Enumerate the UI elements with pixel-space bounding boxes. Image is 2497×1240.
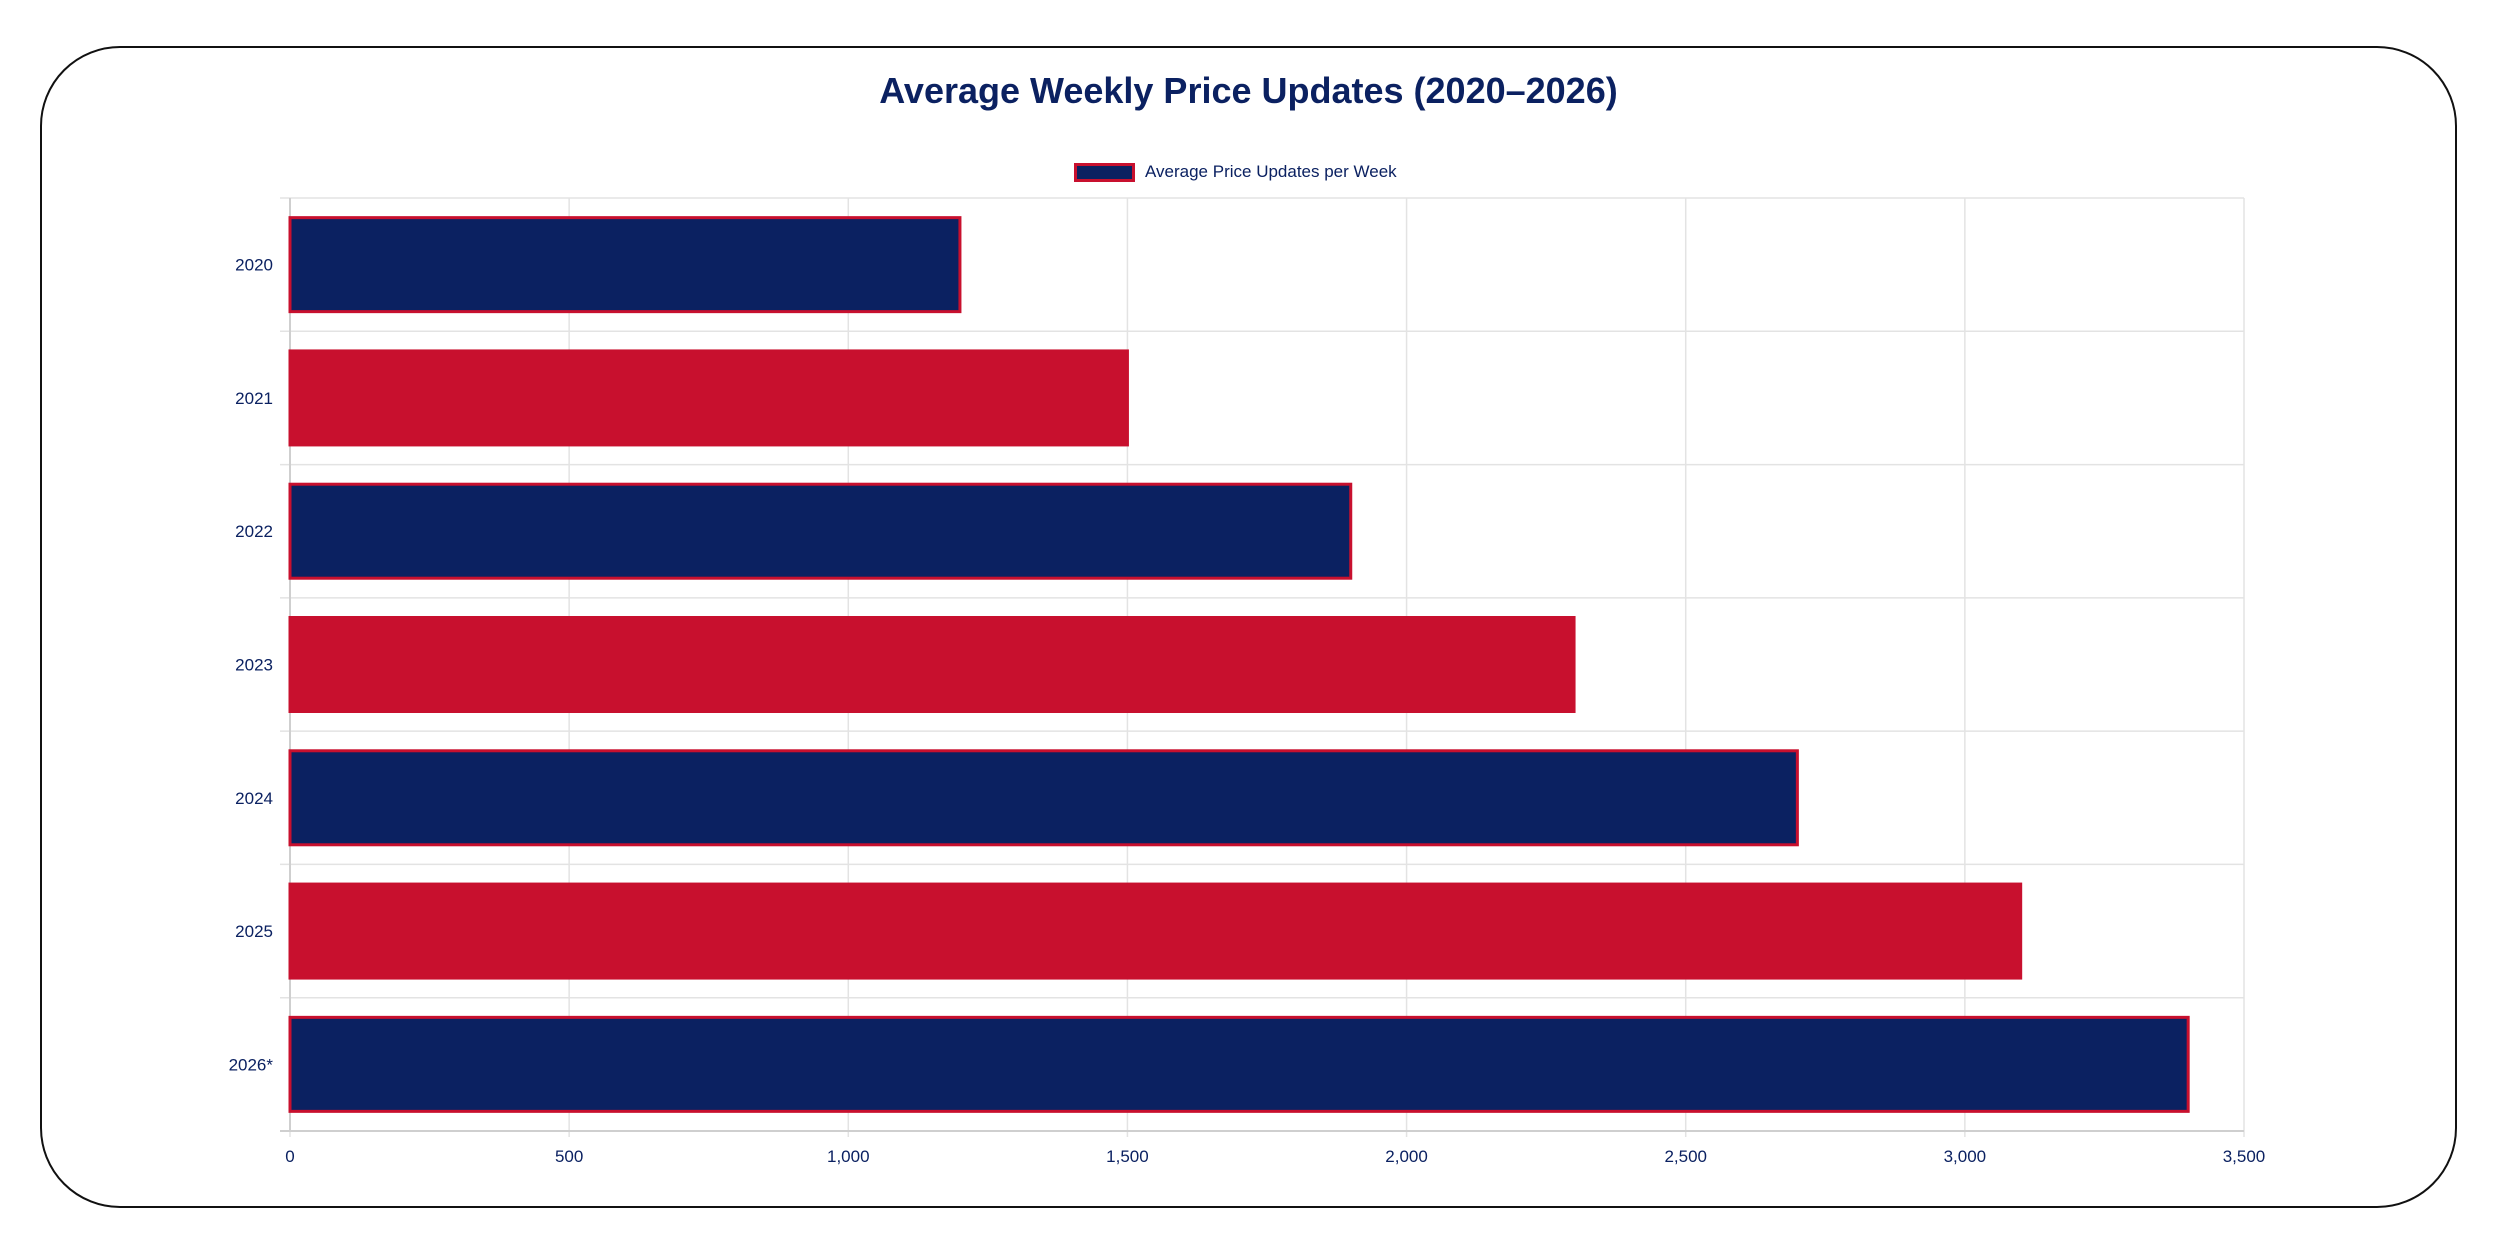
y-tick-label-2020: 2020 (235, 256, 273, 275)
x-tick-label-5: 2,500 (1664, 1147, 1707, 1166)
bar-2025 (288, 882, 2023, 980)
legend-swatch (1074, 162, 1135, 182)
bar-2024 (288, 749, 1799, 847)
bar-2023 (288, 616, 1576, 713)
y-tick-label-2022: 2022 (235, 522, 273, 541)
legend-label: Average Price Updates per Week (1145, 162, 1397, 181)
x-tick-label-2: 1,000 (827, 1147, 870, 1166)
y-tick-label-2023: 2023 (235, 656, 273, 675)
bar-2026 (288, 1015, 2190, 1113)
x-tick-label-3: 1,500 (1106, 1147, 1149, 1166)
x-tick-label-0: 0 (285, 1147, 294, 1166)
bar-2021 (288, 349, 1129, 447)
x-tick-label-7: 3,500 (2223, 1147, 2266, 1166)
y-tick-label-2026: 2026* (229, 1055, 274, 1074)
x-tick-label-4: 2,000 (1385, 1147, 1428, 1166)
x-tick-label-6: 3,000 (1944, 1147, 1987, 1166)
y-tick-label-2025: 2025 (235, 922, 273, 941)
legend: Average Price Updates per Week (1074, 160, 1397, 184)
bar-2022 (288, 482, 1353, 580)
bar-2020 (288, 216, 962, 314)
chart-title: Average Weekly Price Updates (2020–2026) (879, 70, 1618, 111)
y-tick-label-2021: 2021 (235, 389, 273, 408)
x-tick-label-1: 500 (555, 1147, 583, 1166)
y-tick-label-2024: 2024 (235, 789, 273, 808)
